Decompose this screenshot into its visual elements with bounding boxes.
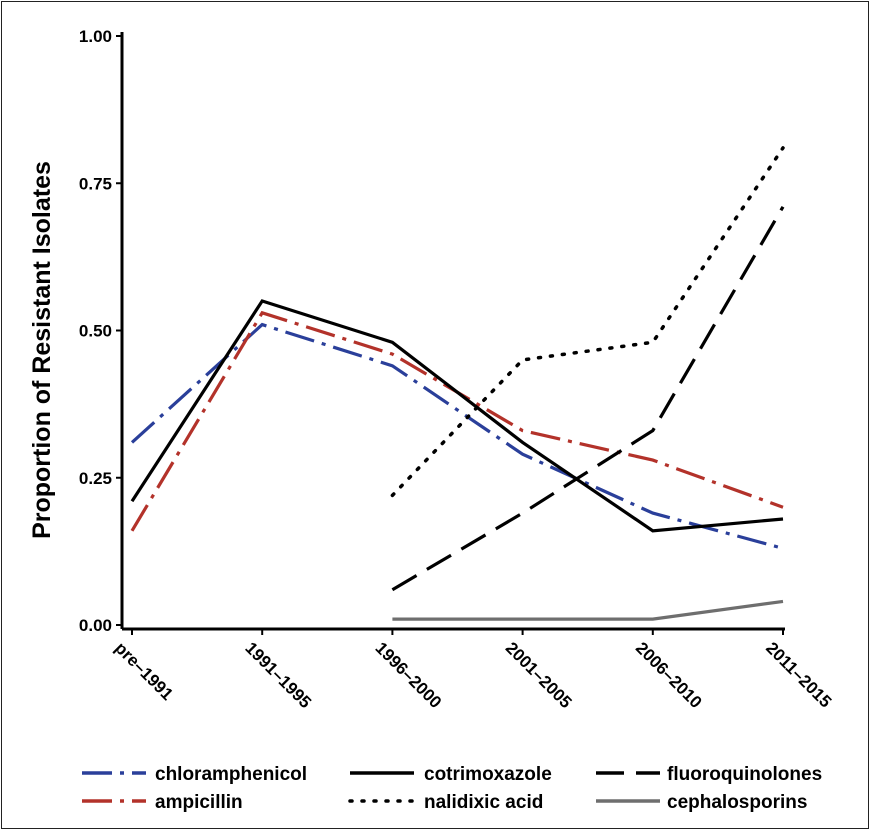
y-tick-label: 0.50: [79, 322, 112, 341]
series-line-fluoroquinolones: [391, 205, 785, 592]
y-tick-label: 0.00: [79, 616, 112, 635]
x-tick-label: 1996–2000: [372, 638, 446, 712]
y-tick-label: 0.75: [79, 174, 112, 193]
x-tick-label: 1991–1995: [241, 638, 315, 712]
series-line-nalidixic-acid: [390, 146, 785, 498]
legend-label-fluoroquinolones: fluoroquinolones: [667, 764, 822, 785]
series-line-cephalosporins: [392, 599, 784, 621]
legend-label-chloramphenicol: chloramphenicol: [155, 764, 307, 785]
x-tick-label: 2006–2010: [632, 638, 706, 712]
legend-label-ampicillin: ampicillin: [155, 792, 243, 813]
y-tick-label: 1.00: [79, 27, 112, 46]
series-line-cotrimoxazole: [130, 299, 784, 533]
x-tick-label: 2001–2005: [502, 638, 576, 712]
series-line-chloramphenicol: [130, 322, 784, 550]
legend-label-cephalosporins: cephalosporins: [667, 792, 807, 813]
y-axis-label: Proportion of Resistant Isolates: [28, 161, 56, 539]
legend-label-cotrimoxazole: cotrimoxazole: [424, 764, 552, 785]
legend: chloramphenicol cotrimoxazole fluoroquinol…: [82, 764, 822, 813]
series-line-ampicillin: [130, 310, 784, 532]
series-layer: [130, 146, 785, 621]
x-tick-label: pre–1991: [111, 638, 177, 704]
x-tick-label: 2011–2015: [762, 638, 835, 711]
y-tick-label: 0.25: [79, 469, 112, 488]
legend-label-nalidixic-acid: nalidixic acid: [424, 792, 543, 813]
